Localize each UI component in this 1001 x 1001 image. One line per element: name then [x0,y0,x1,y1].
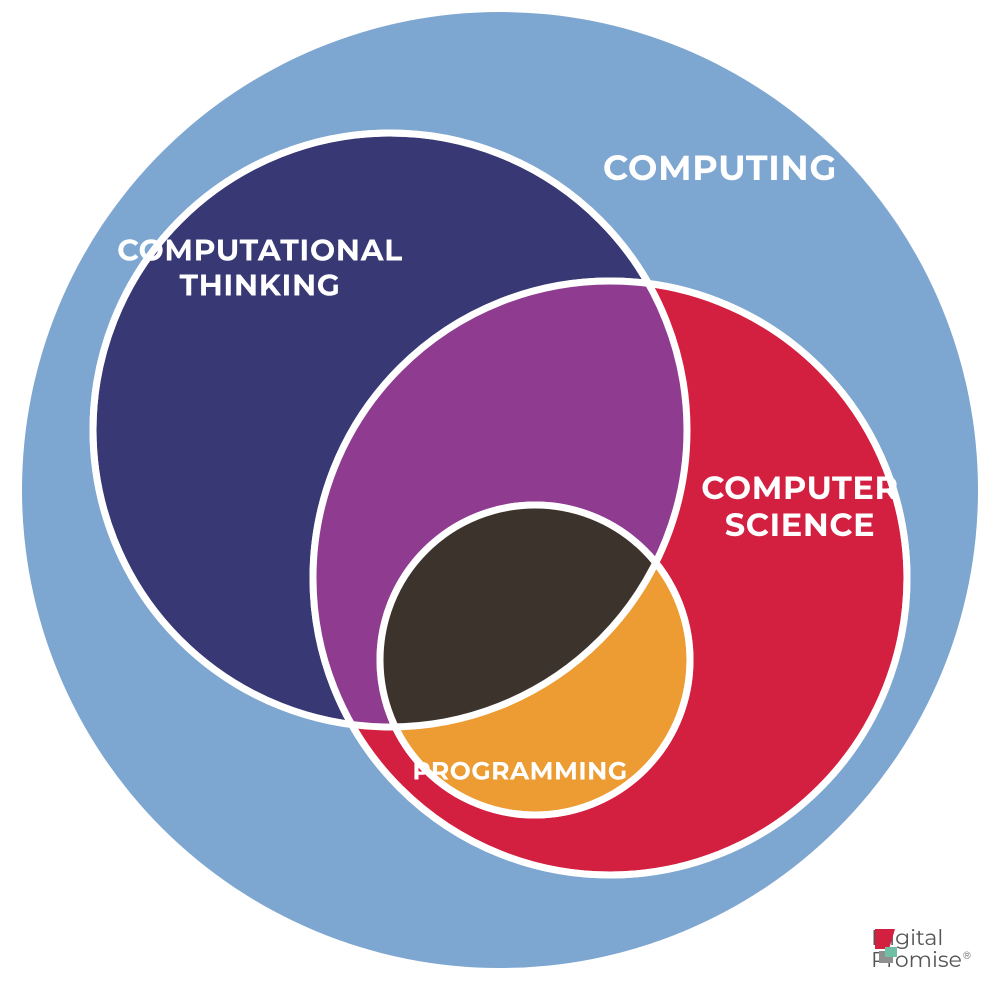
ct-label-line1: COMPUTATIONAL [117,232,403,269]
venn-diagram: COMPUTING COMPUTATIONAL THINKING COMPUTE… [0,0,1001,1001]
ct-label-line2: THINKING [179,266,340,303]
digital-promise-logo: Digital Promise® [871,927,971,971]
cs-label-line2: SCIENCE [725,506,876,545]
cs-label-line1: COMPUTER [701,469,898,508]
computational-thinking-label: COMPUTATIONAL THINKING [60,234,460,303]
computing-label: COMPUTING [520,148,920,188]
computer-science-label: COMPUTER SCIENCE [600,471,1000,545]
logo-mark-icon [871,927,903,967]
programming-label: PROGRAMMING [320,758,720,787]
